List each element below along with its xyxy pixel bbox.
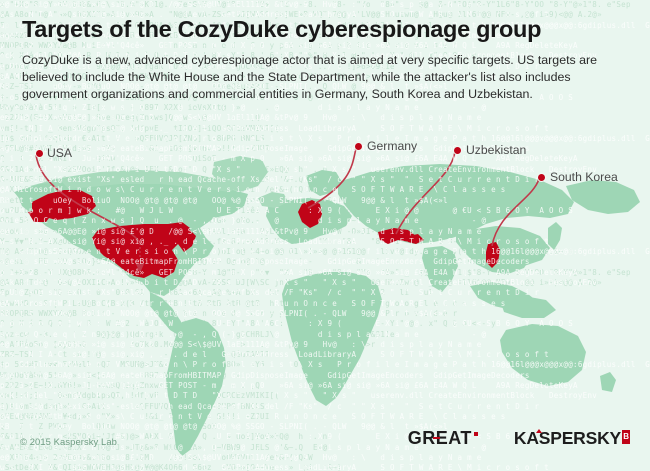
map-landmasses	[14, 156, 640, 456]
marker-uzbekistan	[453, 146, 462, 155]
kaspersky-logo-accent-triangle	[535, 429, 542, 433]
great-logo: GREAT	[408, 428, 478, 449]
callout-label-uzbekistan: Uzbekistan	[466, 143, 527, 157]
south-korea-highlight	[486, 242, 500, 268]
callout-label-south-korea: South Korea	[550, 170, 618, 184]
callout-label-usa: USA	[47, 146, 73, 160]
callout-label-germany: Germany	[367, 139, 418, 153]
footer-logos: GREAT KASPERSKY B	[408, 428, 630, 449]
great-logo-accent-square	[473, 432, 478, 436]
marker-south-korea	[537, 173, 546, 182]
connector-germany	[307, 147, 357, 209]
connector-uzbekistan	[395, 151, 456, 235]
alaska-highlight	[32, 190, 96, 220]
copyright-text: © 2015 Kaspersky Lab	[20, 436, 117, 447]
kaspersky-logo-badge: B	[622, 430, 630, 444]
usa-arrowhead	[136, 264, 144, 273]
germany-highlight	[298, 200, 322, 228]
connector-usa	[35, 154, 141, 244]
map-connector-lines	[35, 147, 540, 247]
header: Targets of the CozyDuke cyberespionage g…	[0, 0, 650, 104]
uzbekistan-highlight	[378, 228, 416, 244]
connector-southkorea	[491, 178, 540, 247]
page-title: Targets of the CozyDuke cyberespionage g…	[22, 16, 542, 42]
usa-highlight	[92, 224, 196, 278]
marker-usa	[35, 149, 44, 158]
great-logo-accent-bar	[433, 436, 441, 439]
intro-paragraph: CozyDuke is a new, advanced cyberespiona…	[22, 53, 598, 102]
map-target-countries	[28, 190, 500, 278]
marker-germany	[354, 142, 363, 151]
kaspersky-logo: KASPERSKY B	[514, 428, 630, 449]
kaspersky-logo-text: KASPERSKY	[513, 428, 621, 448]
